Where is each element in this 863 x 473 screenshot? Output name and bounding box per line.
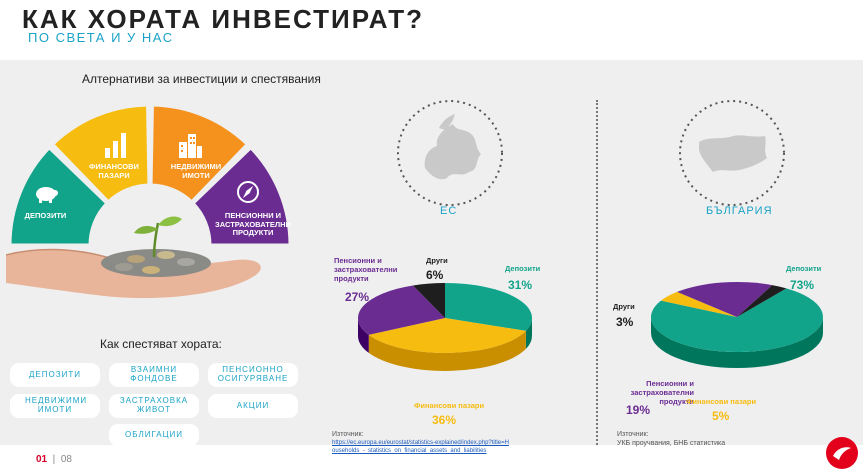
bar-chart-icon [105,133,126,158]
segment-pension-label: ПЕНСИОННИ И ЗАСТРАХОВАТЕЛНИ ПРОДУКТИ [215,211,291,238]
page-current: 01 [36,454,48,465]
bg-value-pension: 19% [626,403,651,417]
alternatives-segment [191,145,292,245]
savings-item-label: ВЗАИМНИ ФОНДОВЕ [130,365,178,383]
compass-icon [237,181,259,203]
eu-value-other: 6% [426,268,444,282]
page-total: 08 [60,454,72,465]
pie-slice [737,285,787,317]
pie-slice-side [358,318,369,353]
eu-region-label: ЕС [440,205,458,217]
bg-value-other: 3% [616,315,634,329]
bg-value-deposits: 73% [790,278,815,292]
piggy-bank-icon [36,187,58,203]
brand-logo-icon [826,437,858,469]
savings-item-label: НЕДВИЖИМИ ИМОТИ [25,396,88,414]
savings-item-deposits: ДЕПОЗИТИ [10,363,100,387]
savings-item-life-insurance: ЗАСТРАХОВКА ЖИВОТ [109,394,199,418]
eu-value-pension: 27% [345,290,370,304]
alternatives-segment [50,103,151,204]
pie-slice [677,282,773,317]
bg-label-pension: Пенсионни и застрахователни продукти [630,379,694,406]
segment-realestate-label: НЕДВИЖИМИ ИМОТИ [170,162,222,180]
bg-pie-chart [651,282,823,368]
eu-label-other: Други [426,256,448,265]
alternatives-title: Алтернативи за инвестиции и спестявания [82,72,321,86]
bulgaria-map-icon [679,100,785,206]
bg-region-label: БЪЛГАРИЯ [706,205,773,217]
savings-item-label: ПЕНСИОННО ОСИГУРЯВАНЕ [217,365,289,383]
pie-slice [358,285,445,335]
alternatives-segment [8,145,109,245]
pie-slice [651,288,823,352]
eu-value-deposits: 31% [508,278,533,292]
savings-title: Как спестяват хората: [100,337,222,351]
buildings-icon [179,134,202,158]
pie-slice [660,291,737,317]
pie-slice-side [651,317,823,368]
segment-deposits-label: ДЕПОЗИТИ [24,211,67,220]
bg-label-markets: Финансови пазари [686,397,757,406]
pie-slice [412,283,445,318]
bg-label-other: Други [613,302,635,311]
alternatives-arc [8,103,292,245]
savings-item-label: АКЦИИ [236,400,270,410]
pie-slice [368,318,526,353]
savings-item-bonds: ОБЛИГАЦИИ [109,424,199,446]
eu-label-markets: Финансови пазари [414,401,485,410]
savings-item-pension: ПЕНСИОННО ОСИГУРЯВАНЕ [208,363,298,387]
segment-markets-label: ФИНАНСОВИ ПАЗАРИ [89,162,139,180]
eu-label-pension: Пенсионни и застрахователни продукти [334,256,398,283]
bg-value-markets: 5% [712,409,730,423]
eu-label-deposits: Депозити [505,264,541,273]
eu-pie-chart [358,283,532,371]
eu-value-markets: 36% [432,413,457,427]
savings-item-mutual-funds: ВЗАИМНИ ФОНДОВЕ [109,363,199,387]
hand-with-coins-image [6,216,261,299]
eu-source-label: Източник: [332,431,364,438]
savings-item-label: ОБЛИГАЦИИ [124,429,184,439]
pie-slice-side [368,330,526,371]
bg-source-label: Източник: [617,431,649,438]
divider [596,100,598,445]
page-title: КАК ХОРАТА ИНВЕСТИРАТ? [22,4,424,34]
europe-map-icon [397,100,503,206]
page-subtitle: ПО СВЕТА И У НАС [28,30,174,45]
savings-item-label: ЗАСТРАХОВКА ЖИВОТ [119,396,189,414]
savings-item-label: ДЕПОЗИТИ [29,369,81,379]
eu-source-link[interactable]: https://ec.europa.eu/eurostat/statistics… [332,440,509,454]
page-number: 01 | 08 [36,454,72,465]
savings-item-real-estate: НЕДВИЖИМИ ИМОТИ [10,394,100,418]
pie-slice [445,283,532,331]
bg-source-text: УКБ проучвания, БНБ статистика [617,440,726,447]
pie-slice-side [525,318,532,349]
bg-label-deposits: Депозити [786,264,822,273]
savings-item-stocks: АКЦИИ [208,394,298,418]
